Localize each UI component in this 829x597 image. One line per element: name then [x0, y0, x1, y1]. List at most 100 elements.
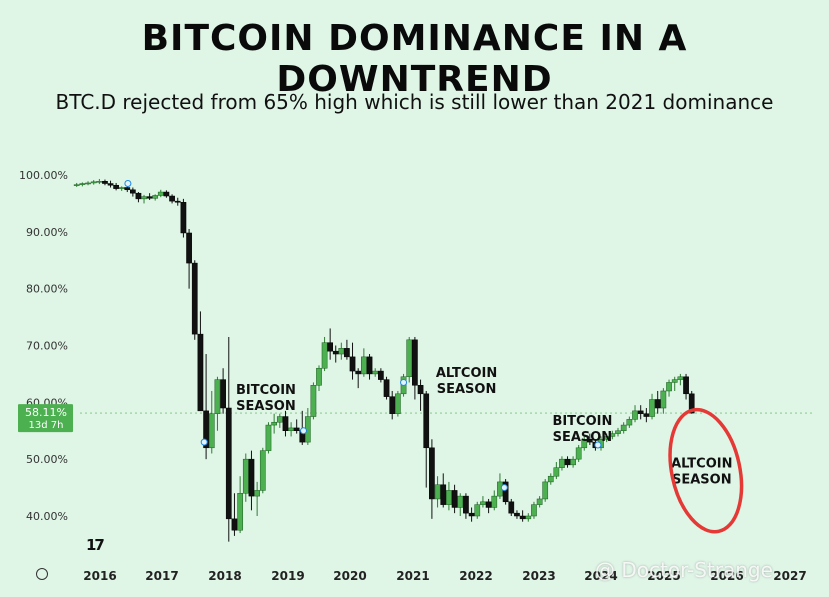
candle: [480, 496, 486, 508]
candle: [632, 405, 638, 423]
candle: [485, 498, 492, 514]
candle-body: [620, 424, 627, 432]
candle: [321, 336, 328, 372]
candle: [338, 342, 345, 360]
candle: [660, 388, 667, 414]
candle-body: [570, 458, 576, 466]
candle: [446, 481, 452, 511]
candle: [586, 433, 593, 445]
candle: [491, 490, 498, 511]
candle-body: [265, 424, 272, 451]
candle-body: [186, 232, 192, 264]
candle: [525, 513, 532, 522]
candle-body: [248, 458, 255, 497]
candle-body: [327, 342, 334, 352]
candle-body: [107, 183, 114, 186]
candle: [73, 182, 80, 187]
candle-body: [310, 385, 317, 417]
candle: [406, 336, 413, 383]
candle: [197, 311, 204, 412]
candle: [536, 496, 543, 508]
candle: [254, 481, 260, 516]
candle: [237, 476, 243, 534]
candle: [671, 376, 678, 391]
watermark: @ Doctor-Strange: [595, 558, 773, 582]
candle-body: [508, 501, 515, 514]
candle: [118, 186, 125, 191]
candle-body: [440, 484, 447, 505]
settings-icon[interactable]: [36, 568, 48, 580]
candle: [355, 368, 362, 389]
candle: [570, 456, 576, 468]
candle: [683, 373, 689, 400]
candle: [417, 379, 424, 411]
candle-body: [514, 512, 520, 517]
candle-body: [254, 490, 260, 497]
candle-body: [293, 427, 300, 431]
x-tick-label: 2021: [396, 569, 429, 583]
candle: [366, 354, 373, 380]
candle-body: [688, 393, 695, 414]
candle-body: [586, 439, 593, 443]
price-tag-countdown: 13d 7h: [29, 420, 64, 431]
candle-body: [643, 413, 650, 417]
x-tick-label: 2027: [773, 569, 806, 583]
candle-body: [332, 350, 339, 355]
x-tick-label: 2017: [145, 569, 178, 583]
candle-body: [203, 410, 209, 449]
candle: [174, 197, 181, 206]
candle: [581, 436, 588, 451]
candle-body: [102, 181, 108, 184]
season-annotation: BITCOIN SEASON: [552, 414, 612, 445]
candle-body: [231, 518, 238, 531]
candle: [468, 507, 475, 522]
candle: [620, 422, 627, 434]
candle-body: [73, 184, 80, 186]
y-tick-label: 80.00%: [26, 283, 68, 296]
x-tick-label: 2025: [647, 569, 680, 583]
candle: [186, 228, 192, 289]
candle-body: [395, 393, 401, 414]
candle-body: [519, 515, 526, 520]
candle: [575, 444, 582, 463]
candle-body: [135, 192, 142, 200]
candle: [603, 433, 610, 443]
candle: [191, 260, 198, 340]
candle-body: [609, 433, 616, 437]
candle: [157, 189, 164, 198]
candle-body: [542, 481, 549, 500]
candle: [282, 410, 289, 437]
x-tick-label: 2023: [522, 569, 555, 583]
candle-body: [197, 333, 204, 412]
candle-body: [141, 196, 147, 200]
candle: [293, 419, 300, 434]
candle: [107, 180, 114, 188]
candle: [152, 194, 159, 201]
candle-body: [637, 410, 644, 414]
candle-body: [282, 416, 289, 431]
candle-body: [90, 181, 97, 184]
candle-body: [451, 490, 458, 508]
candle: [654, 390, 661, 414]
candle: [259, 447, 266, 494]
candle: [130, 187, 136, 197]
candle: [412, 336, 418, 400]
candle: [457, 493, 464, 516]
candle-body: [259, 450, 266, 491]
candle: [316, 365, 322, 391]
x-tick-label: 2016: [83, 569, 116, 583]
candle: [344, 339, 350, 360]
candle: [220, 368, 226, 414]
candle: [327, 328, 334, 360]
candle: [429, 439, 435, 519]
candle-body: [271, 421, 277, 426]
candle-body: [536, 498, 543, 505]
chart-marker: [400, 378, 408, 386]
season-annotation: ALTCOIN SEASON: [436, 366, 497, 397]
x-tick-label: 2019: [271, 569, 304, 583]
candle: [102, 179, 108, 186]
candle-body: [85, 182, 91, 185]
candle-body: [632, 410, 638, 420]
candle: [372, 368, 379, 377]
candle: [135, 192, 142, 203]
